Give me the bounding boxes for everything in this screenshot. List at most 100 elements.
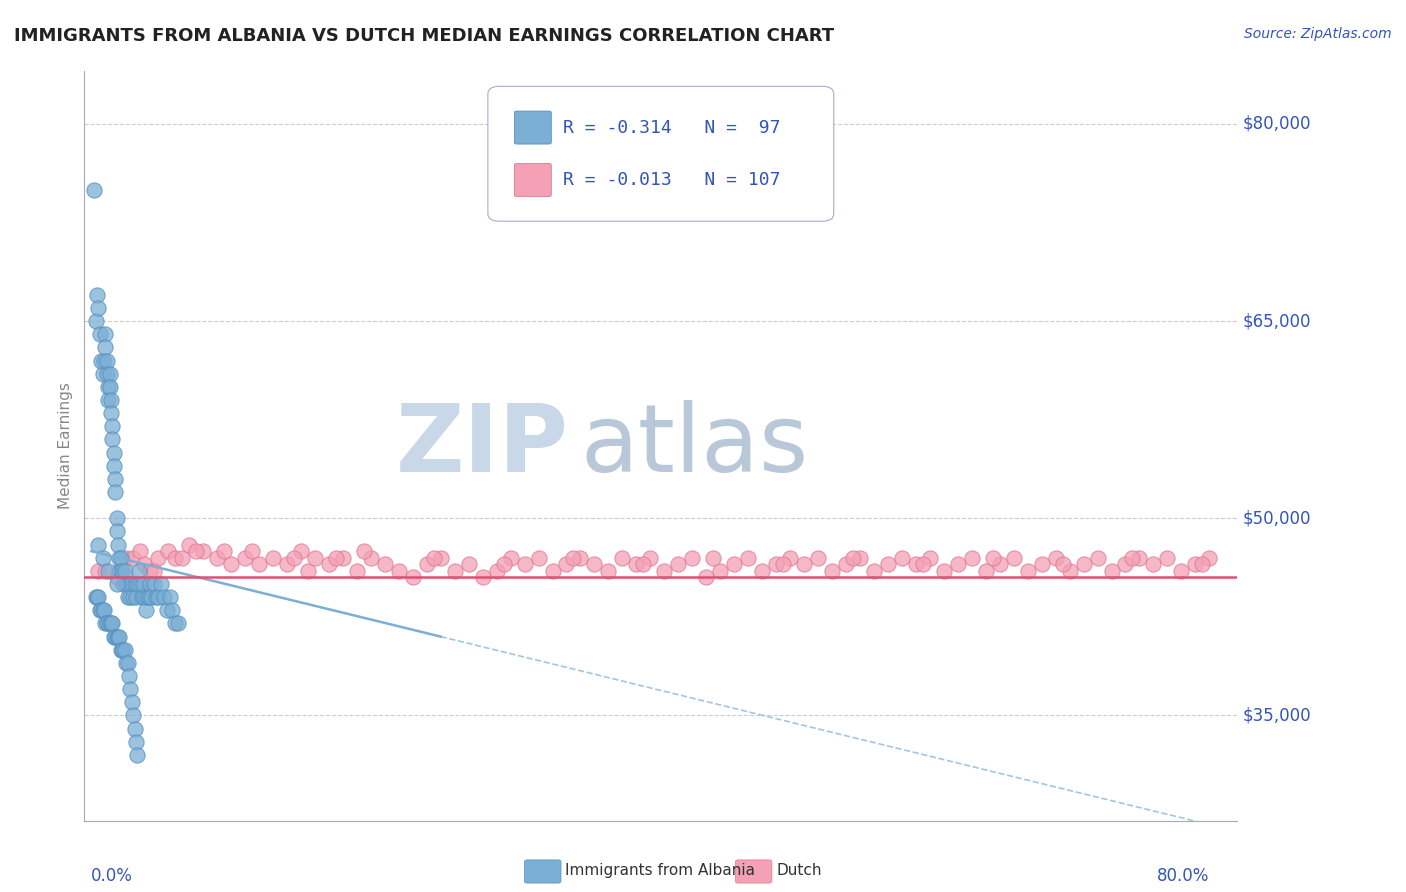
Point	[988, 558, 1011, 572]
Point	[666, 558, 689, 572]
Text: ZIP: ZIP	[395, 400, 568, 492]
Point	[156, 603, 179, 617]
Point	[960, 550, 983, 565]
Text: $50,000: $50,000	[1243, 509, 1312, 527]
Point	[981, 550, 1004, 565]
Text: Immigrants from Albania: Immigrants from Albania	[565, 863, 755, 878]
Point	[128, 564, 150, 578]
Point	[821, 564, 844, 578]
Point	[87, 590, 110, 604]
Point	[93, 353, 115, 368]
Point	[1142, 558, 1164, 572]
Point	[318, 558, 340, 572]
Point	[499, 550, 522, 565]
Point	[120, 590, 142, 604]
Point	[105, 630, 128, 644]
Text: Dutch: Dutch	[776, 863, 821, 878]
Point	[695, 570, 717, 584]
Point	[541, 564, 564, 578]
Point	[911, 558, 934, 572]
Point	[640, 550, 662, 565]
Point	[108, 630, 131, 644]
Point	[117, 656, 139, 670]
Point	[332, 550, 354, 565]
Point	[83, 183, 105, 197]
Point	[652, 564, 675, 578]
Point	[84, 314, 107, 328]
Point	[96, 353, 118, 368]
Point	[1059, 564, 1081, 578]
Point	[90, 353, 112, 368]
Point	[129, 577, 152, 591]
Point	[121, 695, 143, 709]
Point	[94, 327, 117, 342]
Point	[129, 544, 152, 558]
Point	[97, 392, 120, 407]
Point	[172, 550, 194, 565]
Point	[118, 669, 141, 683]
Point	[779, 550, 801, 565]
Point	[863, 564, 886, 578]
Text: R = -0.314   N =  97: R = -0.314 N = 97	[562, 119, 780, 136]
Point	[108, 550, 131, 565]
Point	[107, 538, 129, 552]
FancyBboxPatch shape	[515, 112, 551, 144]
Point	[165, 616, 187, 631]
Point	[212, 544, 235, 558]
Point	[429, 550, 451, 565]
Point	[148, 550, 170, 565]
Text: $65,000: $65,000	[1243, 312, 1312, 330]
Point	[98, 367, 121, 381]
Point	[562, 550, 585, 565]
Point	[91, 367, 114, 381]
Point	[1184, 558, 1206, 572]
Y-axis label: Median Earnings: Median Earnings	[58, 383, 73, 509]
Point	[485, 564, 508, 578]
Point	[103, 445, 125, 459]
Point	[416, 558, 439, 572]
Point	[93, 603, 115, 617]
Point	[1121, 550, 1143, 565]
Point	[1073, 558, 1095, 572]
Point	[219, 558, 242, 572]
Point	[240, 544, 263, 558]
Point	[103, 630, 125, 644]
Point	[513, 558, 536, 572]
Point	[86, 288, 108, 302]
Point	[159, 590, 181, 604]
Point	[1002, 550, 1025, 565]
Point	[626, 558, 648, 572]
Point	[932, 564, 955, 578]
Point	[1101, 564, 1123, 578]
Point	[101, 419, 124, 434]
Point	[110, 550, 132, 565]
Point	[86, 590, 108, 604]
Point	[103, 458, 125, 473]
Point	[122, 708, 145, 723]
Point	[127, 577, 149, 591]
Point	[121, 577, 143, 591]
Point	[105, 570, 128, 584]
Point	[141, 590, 163, 604]
Point	[101, 433, 124, 447]
Text: 0.0%: 0.0%	[91, 867, 134, 885]
Point	[751, 564, 773, 578]
Point	[148, 590, 170, 604]
Point	[633, 558, 655, 572]
FancyBboxPatch shape	[488, 87, 834, 221]
Point	[89, 327, 111, 342]
Point	[117, 590, 139, 604]
Point	[90, 603, 112, 617]
Point	[94, 340, 117, 354]
Point	[94, 616, 117, 631]
Point	[98, 616, 121, 631]
Point	[114, 642, 136, 657]
Point	[1017, 564, 1039, 578]
Point	[127, 747, 149, 762]
Point	[138, 590, 160, 604]
Point	[122, 550, 145, 565]
Point	[471, 570, 494, 584]
Point	[374, 558, 396, 572]
Point	[112, 577, 135, 591]
Point	[104, 485, 127, 500]
